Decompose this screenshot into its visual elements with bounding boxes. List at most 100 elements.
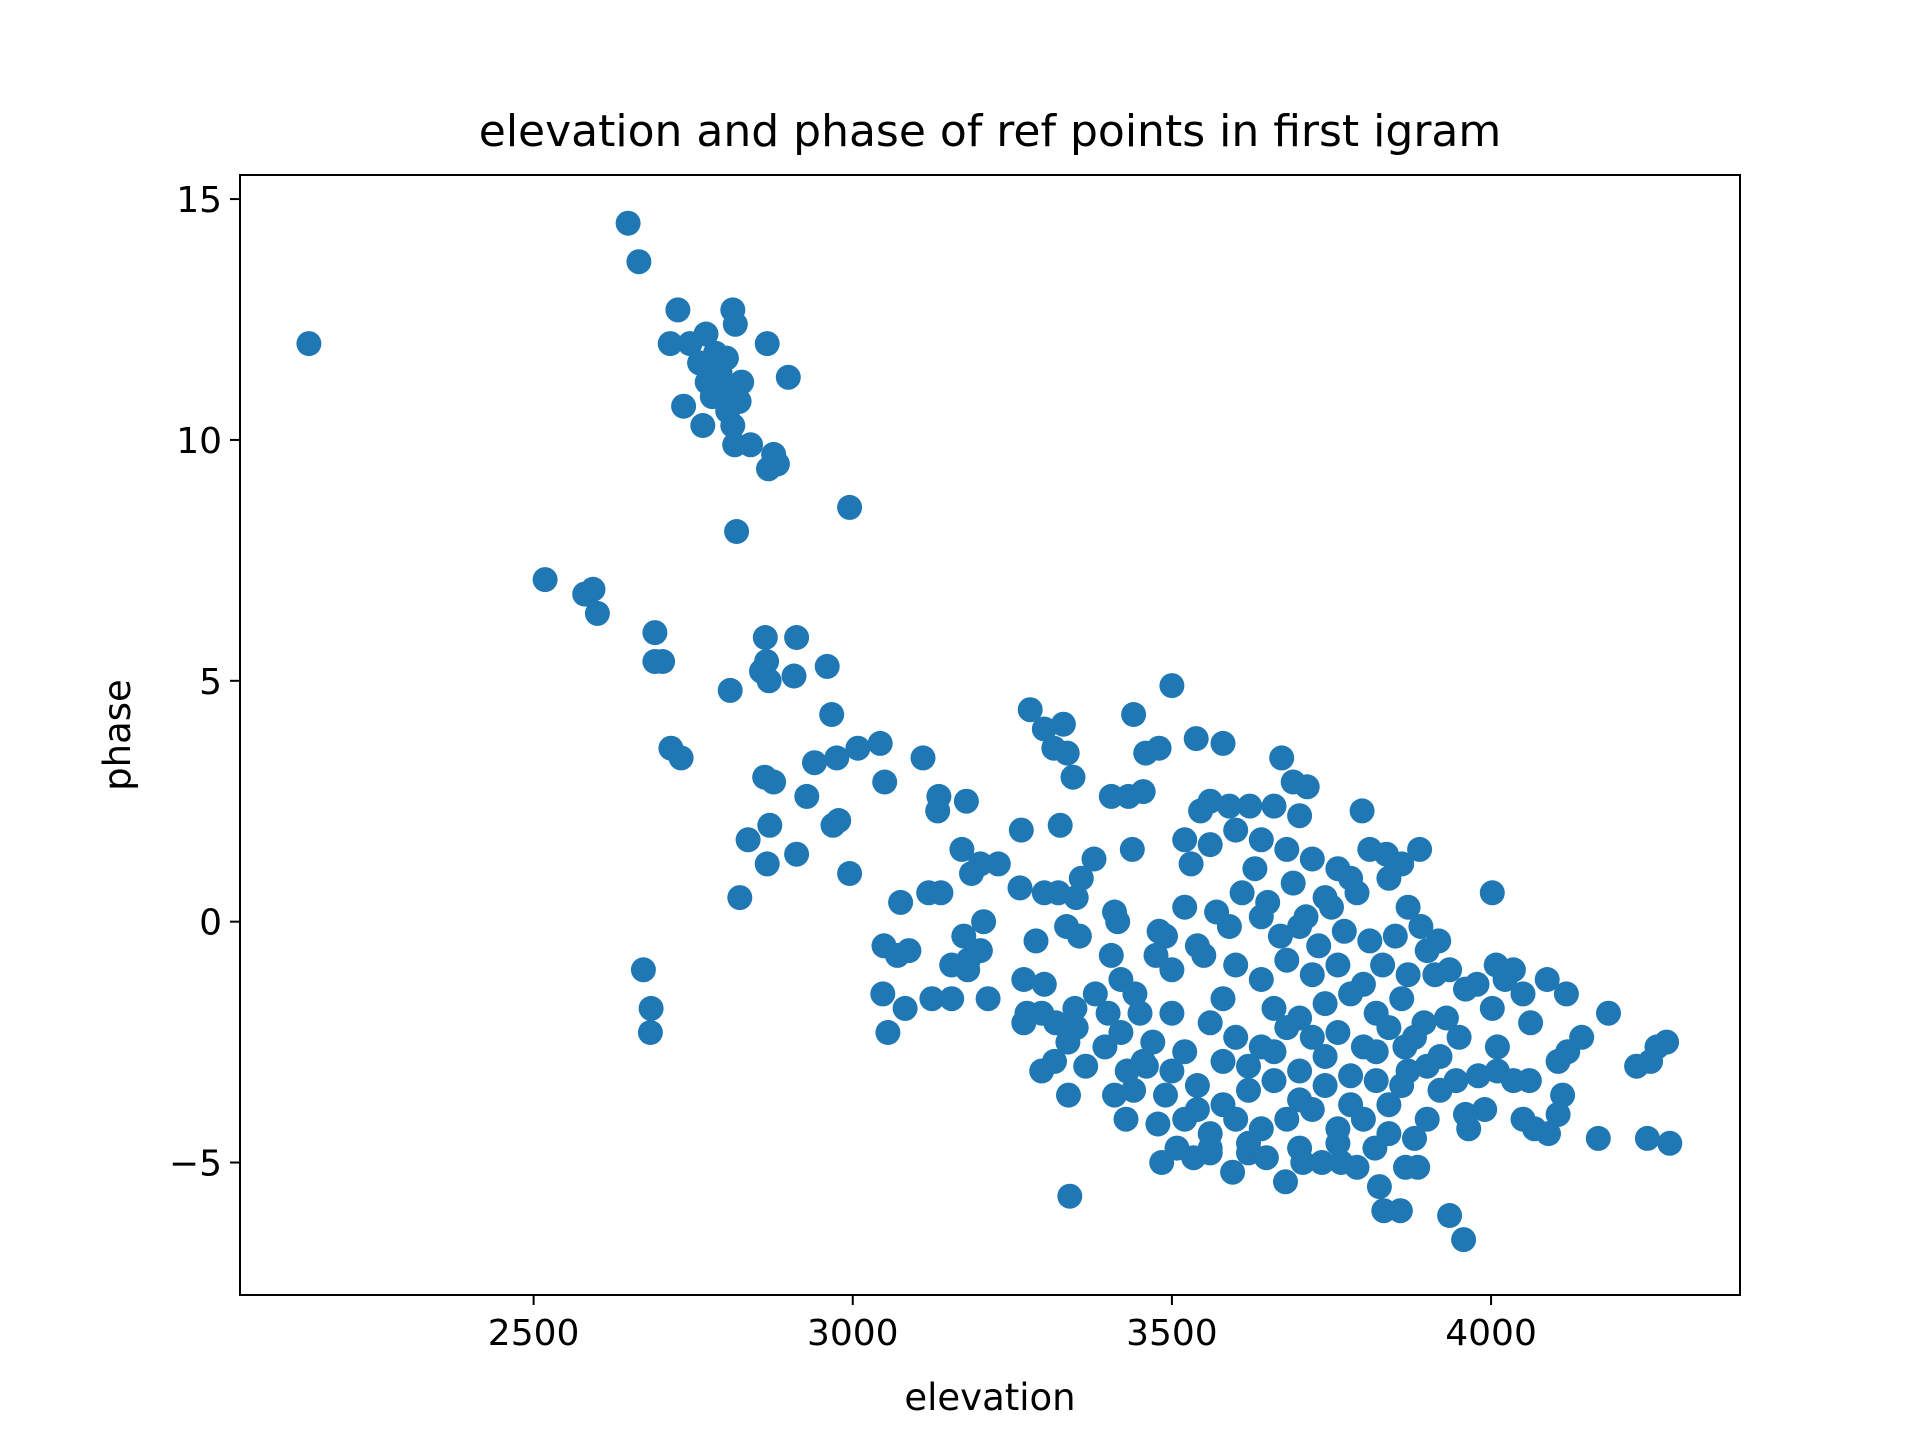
scatter-point bbox=[1426, 928, 1452, 954]
scatter-point bbox=[720, 413, 746, 438]
scatter-point bbox=[1306, 933, 1332, 959]
scatter-point bbox=[1389, 986, 1415, 1012]
scatter-point bbox=[1357, 928, 1383, 954]
scatter-point bbox=[1299, 1024, 1325, 1050]
scatter-point bbox=[1376, 1015, 1402, 1041]
scatter-point bbox=[837, 494, 863, 520]
scatter-point bbox=[1223, 817, 1249, 843]
scatter-point bbox=[1159, 673, 1185, 699]
scatter-point bbox=[1197, 832, 1223, 858]
scatter-point bbox=[1122, 981, 1148, 1007]
scatter-point bbox=[1569, 1024, 1595, 1050]
scatter-point bbox=[630, 957, 656, 983]
scatter-point bbox=[1312, 991, 1338, 1017]
scatter-point bbox=[1261, 793, 1287, 819]
scatter-point bbox=[1274, 1106, 1300, 1132]
scatter-point bbox=[1178, 851, 1204, 877]
scatter-point bbox=[1047, 812, 1073, 838]
scatter-point bbox=[1376, 1121, 1402, 1147]
scatter-point bbox=[967, 851, 993, 877]
scatter-point bbox=[971, 909, 997, 935]
scatter-point bbox=[1407, 836, 1433, 862]
scatter-point bbox=[1253, 1145, 1279, 1171]
scatter-point bbox=[1197, 788, 1223, 814]
y-axis-ticks: −5 0 5 10 15 bbox=[169, 180, 240, 1185]
scatter-point bbox=[955, 957, 981, 983]
scatter-point bbox=[1312, 885, 1338, 911]
scatter-point bbox=[1433, 1005, 1459, 1031]
scatter-point bbox=[975, 986, 1001, 1012]
scatter-point bbox=[1210, 730, 1236, 756]
scatter-point bbox=[1273, 1169, 1298, 1195]
x-tick-label: 4000 bbox=[1445, 1313, 1537, 1354]
scatter-point bbox=[1210, 1092, 1236, 1118]
scatter-point bbox=[1261, 1068, 1287, 1094]
scatter-point bbox=[1657, 1130, 1683, 1156]
scatter-point bbox=[1236, 1077, 1261, 1103]
scatter-point bbox=[1082, 981, 1108, 1007]
scatter-point bbox=[657, 331, 683, 357]
scatter-point bbox=[1081, 846, 1107, 872]
scatter-point bbox=[1395, 962, 1421, 988]
scatter-point bbox=[1387, 1198, 1413, 1224]
x-tick-label: 3000 bbox=[807, 1313, 899, 1354]
scatter-point bbox=[1223, 952, 1249, 978]
scatter-point bbox=[1184, 1097, 1210, 1122]
scatter-point bbox=[1054, 740, 1080, 766]
scatter-point bbox=[1261, 995, 1287, 1021]
scatter-point bbox=[722, 432, 748, 458]
scatter-point bbox=[1062, 995, 1088, 1021]
scatter-point bbox=[1516, 1068, 1542, 1094]
scatter-point bbox=[1216, 914, 1242, 939]
scatter-point bbox=[1338, 865, 1364, 891]
scatter-point bbox=[775, 364, 801, 390]
scatter-point bbox=[1242, 856, 1268, 882]
scatter-point bbox=[580, 576, 606, 602]
scatter-point bbox=[642, 620, 668, 646]
y-axis-label: phase bbox=[96, 679, 139, 791]
scatter-point bbox=[1056, 1082, 1081, 1108]
scatter-point bbox=[717, 677, 743, 703]
scatter-point bbox=[1294, 774, 1320, 800]
scatter-point bbox=[626, 249, 652, 275]
scatter-point bbox=[1510, 981, 1536, 1007]
scatter-point bbox=[814, 653, 840, 679]
scatter-point bbox=[690, 413, 716, 438]
scatter-point bbox=[1456, 1116, 1482, 1142]
scatter-point bbox=[1095, 1000, 1121, 1026]
scatter-point bbox=[1453, 976, 1478, 1002]
scatter-point bbox=[949, 836, 975, 862]
scatter-point bbox=[1184, 1073, 1210, 1098]
scatter-point bbox=[754, 851, 780, 877]
scatter-point bbox=[1402, 1024, 1427, 1050]
scatter-point bbox=[650, 649, 676, 674]
scatter-point bbox=[1098, 783, 1124, 809]
scatter-point bbox=[1023, 928, 1049, 954]
scatter-point bbox=[1376, 865, 1402, 891]
scatter-point bbox=[1172, 894, 1198, 920]
scatter-point bbox=[1153, 1082, 1178, 1108]
scatter-point bbox=[1066, 923, 1092, 949]
scatter-point bbox=[1060, 764, 1086, 790]
scatter-point bbox=[1105, 909, 1131, 935]
scatter-point bbox=[1553, 981, 1579, 1007]
scatter-point bbox=[1338, 1063, 1364, 1089]
scatter-point bbox=[1042, 1048, 1067, 1074]
scatter-point bbox=[296, 331, 322, 357]
scatter-point bbox=[1248, 904, 1274, 930]
scatter-point bbox=[1007, 875, 1033, 901]
scatter-point bbox=[756, 668, 782, 694]
scatter-point bbox=[824, 745, 850, 771]
scatter-point bbox=[845, 735, 871, 761]
scatter-point bbox=[693, 321, 719, 347]
scatter-point bbox=[819, 702, 845, 727]
scatter-point bbox=[1031, 971, 1057, 997]
scatter-point bbox=[1331, 918, 1357, 944]
chart-title: elevation and phase of ref points in fir… bbox=[479, 106, 1501, 157]
scatter-point bbox=[910, 745, 936, 771]
scatter-point bbox=[1325, 1020, 1351, 1045]
scatter-point bbox=[1146, 918, 1172, 944]
scatter-point bbox=[928, 880, 954, 906]
scatter-point bbox=[1402, 1125, 1427, 1151]
